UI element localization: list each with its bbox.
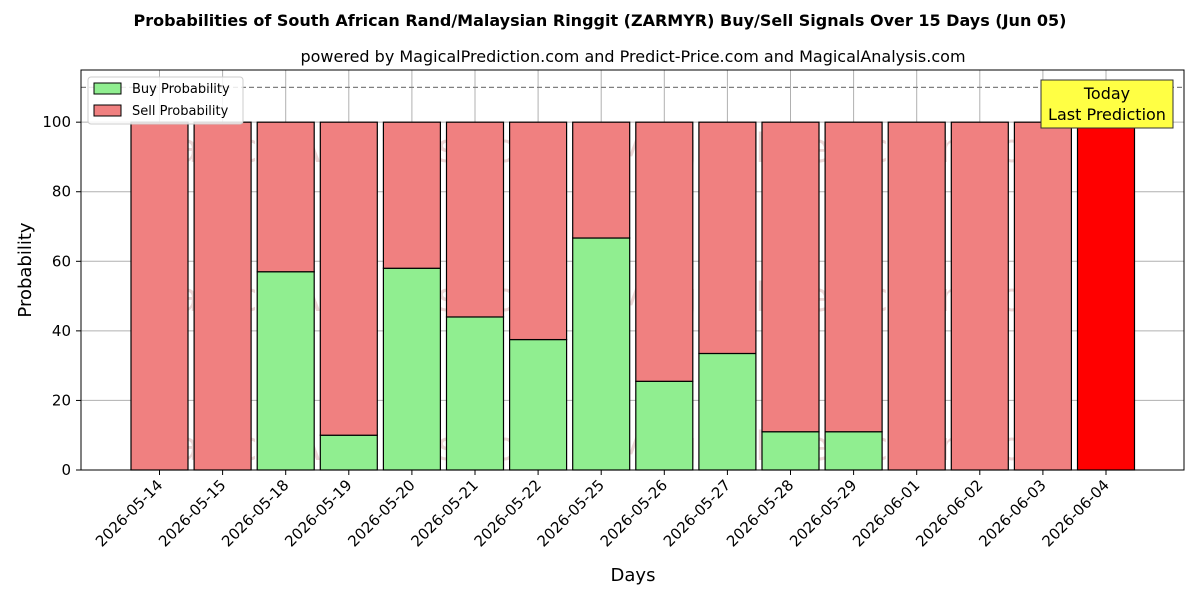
bar-buy [382,267,441,471]
bar-buy [635,380,694,471]
legend-swatch [93,82,122,95]
bar-sell [761,121,820,433]
bar-buy [509,338,568,471]
y-tick-label: 60 [52,252,71,270]
bar-sell [509,121,568,341]
x-tick-label: 2026-05-15 [155,476,229,550]
bar-sell [130,121,189,471]
bar-buy [761,431,820,471]
y-tick-label: 40 [52,322,71,340]
bar-sell [824,121,883,433]
x-tick-label: 2026-05-18 [218,476,292,550]
x-tick-label: 2026-05-28 [723,476,797,550]
bar-sell [1013,121,1073,471]
x-tick-label: 2026-06-03 [975,476,1049,550]
legend: Buy Probability Sell Probability [87,76,244,125]
annotation-box: Today Last Prediction [1040,79,1174,129]
bar-sell [256,121,315,273]
legend-swatch [93,104,122,117]
x-tick-label: 2026-05-19 [281,476,355,550]
x-tick-label: 2026-05-21 [407,476,481,550]
legend-box [87,76,244,125]
x-tick-label: 2026-05-26 [597,476,671,550]
bar-sell [445,121,505,318]
y-tick-label: 20 [52,391,71,409]
x-tick-label: 2026-06-01 [849,476,923,550]
bar-sell [572,121,631,239]
bar-buy [824,431,883,471]
x-tick-label: 2026-05-20 [344,476,418,550]
bar-buy [698,352,757,471]
legend-label: Sell Probability [132,104,229,119]
annotation-line2: Last Prediction [1048,105,1166,124]
bar-buy [256,271,315,471]
bar-sell [950,121,1009,471]
bar-sell [698,121,757,355]
bar-sell [887,121,946,471]
y-tick-label: 0 [61,461,71,479]
bars [130,121,1136,471]
bar-sell [193,121,252,471]
y-tick-label: 100 [42,113,71,131]
annotation-bg [1040,79,1174,129]
bar-sell [382,121,441,269]
x-tick-label: 2026-05-22 [471,476,545,550]
x-tick-label: 2026-05-14 [92,476,166,550]
x-axis-label: Days [611,565,656,586]
y-tick-label: 80 [52,183,71,201]
x-tick-label: 2026-05-29 [786,476,860,550]
annotation-line1: Today [1083,84,1130,103]
x-tick-label: 2026-06-02 [912,476,986,550]
plot-frame [80,69,1185,471]
x-tick-label: 2026-05-27 [660,476,734,550]
bar-sell [635,121,694,382]
bar-sell [319,121,378,436]
bar-buy [572,237,631,471]
chart-subtitle: powered by MagicalPrediction.com and Pre… [300,47,965,66]
x-tick-label: 2026-05-25 [534,476,608,550]
bar-sell [1076,121,1136,471]
bar-buy [445,316,505,471]
bar-buy [319,434,378,471]
y-axis-label: Probability [15,222,36,317]
chart-title: Probabilities of South African Rand/Mala… [134,11,1067,30]
x-tick-label: 2026-06-04 [1038,476,1112,550]
legend-label: Buy Probability [132,82,230,97]
